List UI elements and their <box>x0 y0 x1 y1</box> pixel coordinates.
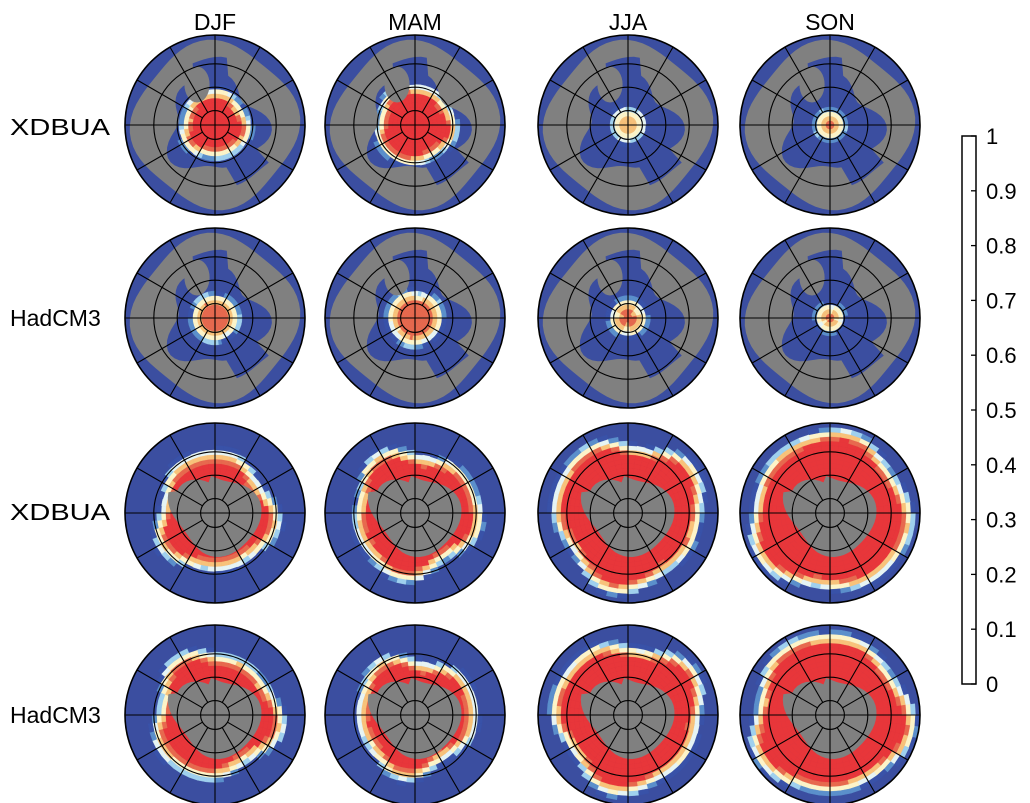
column-header-jja: JJA <box>609 9 648 35</box>
colorbar-tick-label: 0.6 <box>986 343 1017 368</box>
map-outline <box>324 227 506 409</box>
map-outline <box>739 227 921 409</box>
map-panel-xdbua-south-jja <box>537 422 719 604</box>
graticule <box>740 625 920 803</box>
graticule <box>125 228 305 408</box>
colorbar-tick-label: 0.7 <box>986 288 1017 313</box>
map-outline <box>324 422 506 604</box>
row-label-xdbua-south: XDBUA <box>10 499 111 525</box>
map-panels <box>124 34 921 803</box>
column-header-son: SON <box>805 9 855 35</box>
graticule <box>740 35 920 215</box>
row-label-hadcm3-south: HadCM3 <box>10 702 101 728</box>
graticule <box>325 625 505 803</box>
map-outline <box>739 624 921 803</box>
land-mass <box>744 232 916 404</box>
map-panel-hadcm3-south-son <box>739 624 921 803</box>
map-outline <box>124 624 306 803</box>
sea-ice-field <box>811 106 849 144</box>
map-panel-xdbua-north-djf <box>124 34 306 216</box>
map-panel-xdbua-south-djf <box>124 422 306 604</box>
land-mass <box>542 39 714 211</box>
colorbar-tick-label: 0.2 <box>986 562 1017 587</box>
colorbar-tick-label: 0.8 <box>986 234 1017 259</box>
map-panel-xdbua-north-son <box>739 34 921 216</box>
map-outline <box>124 34 306 216</box>
graticule <box>538 423 718 603</box>
map-outline <box>537 624 719 803</box>
graticule <box>325 423 505 603</box>
land-mass <box>329 232 501 404</box>
land-mass <box>744 39 916 211</box>
map-panel-xdbua-north-mam <box>324 34 506 216</box>
row-label-xdbua-north: XDBUA <box>10 114 111 140</box>
graticule <box>125 35 305 215</box>
land-mass <box>129 39 301 211</box>
column-header-mam: MAM <box>388 9 442 35</box>
graticule <box>538 625 718 803</box>
map-panel-xdbua-south-mam <box>324 422 506 604</box>
graticule <box>125 625 305 803</box>
map-outline <box>324 624 506 803</box>
graticule <box>538 228 718 408</box>
map-panel-xdbua-north-jja <box>537 34 719 216</box>
map-outline <box>739 34 921 216</box>
map-outline <box>124 422 306 604</box>
map-panel-hadcm3-south-djf <box>124 624 306 803</box>
map-panel-hadcm3-north-mam <box>324 227 506 409</box>
graticule <box>538 35 718 215</box>
map-panel-hadcm3-south-jja <box>537 624 719 803</box>
map-outline <box>739 422 921 604</box>
colorbar-tick-label: 0.9 <box>986 179 1017 204</box>
map-panel-hadcm3-north-son <box>739 227 921 409</box>
colorbar-tick-label: 0.4 <box>986 453 1017 478</box>
map-panel-xdbua-south-son <box>739 422 921 604</box>
column-header-djf: DJF <box>194 9 236 35</box>
graticule <box>740 423 920 603</box>
colorbar-tick-label: 0 <box>986 672 998 697</box>
map-outline <box>537 34 719 216</box>
colorbar-tick-label: 0.3 <box>986 508 1017 533</box>
map-outline <box>537 227 719 409</box>
map-panel-hadcm3-north-djf <box>124 227 306 409</box>
colorbar-tick-label: 0.1 <box>986 617 1017 642</box>
land-mass <box>542 232 714 404</box>
graticule <box>740 228 920 408</box>
colorbar-tick-label: 0.5 <box>986 398 1017 423</box>
row-label-hadcm3-north: HadCM3 <box>10 305 101 331</box>
graticule <box>325 228 505 408</box>
colorbar-tick-label: 1 <box>986 124 998 149</box>
land-mass <box>329 39 501 211</box>
map-panel-hadcm3-south-mam <box>324 624 506 803</box>
land-mass <box>129 232 301 404</box>
map-outline <box>124 227 306 409</box>
map-outline <box>537 422 719 604</box>
map-outline <box>324 34 506 216</box>
graticule <box>325 35 505 215</box>
map-panel-hadcm3-north-jja <box>537 227 719 409</box>
colorbar: 0 0.1 0.2 0.3 0.4 0.5 0.6 0.7 0.8 0.9 1 <box>961 124 1017 697</box>
graticule <box>125 423 305 603</box>
